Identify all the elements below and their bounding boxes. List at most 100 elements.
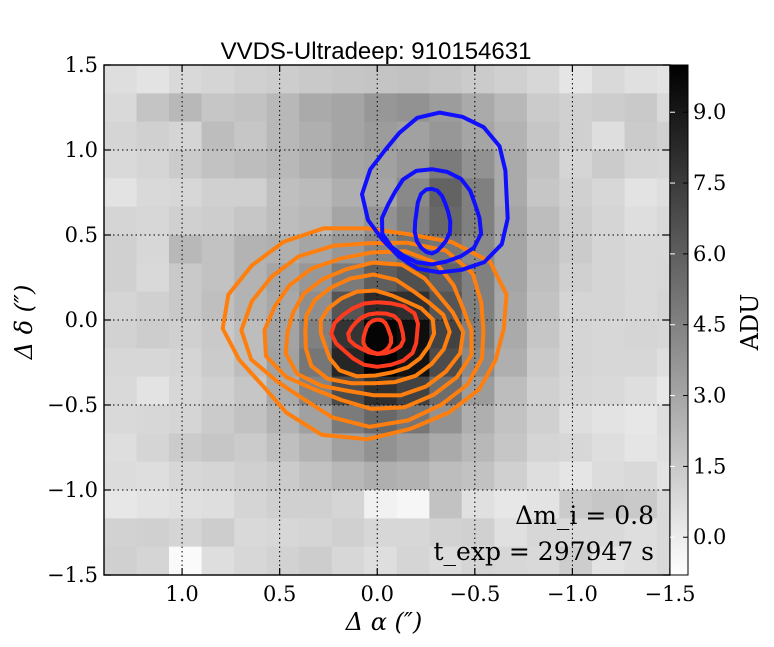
heatmap-cell	[559, 65, 593, 94]
heatmap-cell	[136, 546, 170, 576]
heatmap-cell	[656, 490, 671, 519]
heatmap-cell	[624, 490, 658, 519]
heatmap-cell	[136, 178, 170, 208]
heatmap-cell	[591, 65, 626, 94]
y-tick-label: 0.5	[65, 223, 98, 247]
heatmap-cell	[266, 93, 300, 123]
heatmap-cell	[266, 490, 300, 519]
heatmap-cell	[591, 235, 626, 264]
heatmap-cell	[168, 405, 203, 434]
heatmap-cell	[526, 178, 560, 208]
heatmap-cell	[656, 461, 671, 491]
heatmap-cell	[201, 93, 235, 123]
heatmap-cell	[526, 518, 560, 548]
heatmap-cell	[364, 178, 398, 208]
heatmap-cell	[591, 320, 626, 349]
heatmap-cell	[136, 518, 170, 548]
heatmap-cell	[234, 320, 268, 349]
heatmap-cell	[104, 490, 138, 519]
heatmap-cell	[494, 178, 528, 208]
contour-orange	[220, 226, 509, 442]
heatmap-cell	[559, 291, 593, 321]
heatmap-cell	[494, 348, 528, 378]
heatmap-cell	[168, 206, 203, 236]
heatmap-cell	[396, 546, 430, 576]
heatmap-cell	[526, 150, 560, 179]
colorbar-label: ADU	[736, 294, 764, 352]
heatmap-cell	[104, 546, 138, 576]
heatmap-cell	[624, 518, 658, 548]
contour-blue	[380, 167, 484, 267]
heatmap-cell	[656, 121, 671, 151]
heatmap-cell	[429, 65, 463, 94]
heatmap-cell	[168, 235, 203, 264]
heatmap-cell	[168, 546, 203, 576]
heatmap-cell	[591, 518, 626, 548]
y-tick-label: 1.0	[65, 138, 98, 162]
heatmap-cell	[624, 150, 658, 179]
y-tick-label: −1.0	[47, 478, 98, 502]
heatmap-cell	[559, 93, 593, 123]
heatmap-cell	[494, 518, 528, 548]
heatmap-cell	[591, 178, 626, 208]
heatmap-cell	[201, 121, 235, 151]
contour-orange	[318, 288, 437, 379]
heatmap-cell	[364, 461, 398, 491]
heatmap-cell	[591, 93, 626, 123]
heatmap-cell	[266, 461, 300, 491]
heatmap-cell	[299, 490, 333, 519]
heatmap-cell	[624, 348, 658, 378]
contour-red	[361, 317, 394, 356]
contour-red	[346, 311, 406, 357]
heatmap-cell	[396, 433, 430, 463]
heatmap-cell	[364, 546, 398, 576]
heatmap-cell	[494, 376, 528, 406]
heatmap-cell	[656, 206, 671, 236]
heatmap-cell	[656, 348, 671, 378]
heatmap-cell	[168, 65, 203, 94]
heatmap-cell	[624, 546, 658, 576]
heatmap-cell	[494, 235, 528, 264]
heatmap-cell	[559, 121, 593, 151]
heatmap-cell	[234, 178, 268, 208]
heatmap-cell	[429, 433, 463, 463]
heatmap-cell	[266, 206, 300, 236]
heatmap-cell	[526, 291, 560, 321]
heatmap-cell	[656, 150, 671, 179]
x-tick-label: 0.5	[263, 582, 296, 606]
heatmap-cell	[234, 150, 268, 179]
heatmap-cell	[559, 490, 593, 519]
heatmap-cell	[526, 93, 560, 123]
heatmap-cell	[266, 320, 300, 349]
heatmap-cell	[266, 65, 300, 94]
heatmap-cell	[526, 433, 560, 463]
heatmap-cell	[299, 461, 333, 491]
heatmap-cell	[526, 546, 560, 576]
heatmap-cell	[234, 206, 268, 236]
heatmap-cell	[364, 490, 398, 519]
heatmap-cell	[461, 320, 495, 349]
heatmap-cell	[591, 291, 626, 321]
heatmap-cell	[559, 150, 593, 179]
heatmap-cell	[201, 65, 235, 94]
heatmap-cell	[168, 320, 203, 349]
heatmap-cell	[624, 121, 658, 151]
heatmap-cell	[104, 376, 138, 406]
x-tick-label: −1.0	[547, 582, 598, 606]
contour-orange	[262, 249, 474, 411]
heatmap-cell	[559, 206, 593, 236]
heatmap-cell	[266, 150, 300, 179]
heatmap-cell	[624, 178, 658, 208]
heatmap-cell	[559, 348, 593, 378]
heatmap-cell	[494, 433, 528, 463]
heatmap-cell	[396, 490, 430, 519]
heatmap-cell	[494, 546, 528, 576]
heatmap-cell	[494, 490, 528, 519]
heatmap-cell	[656, 546, 671, 576]
y-axis-label: Δ δ (″)	[10, 285, 38, 361]
heatmap-cell	[104, 461, 138, 491]
heatmap-cell	[234, 518, 268, 548]
heatmap-cell	[266, 433, 300, 463]
heatmap-cell	[429, 121, 463, 151]
